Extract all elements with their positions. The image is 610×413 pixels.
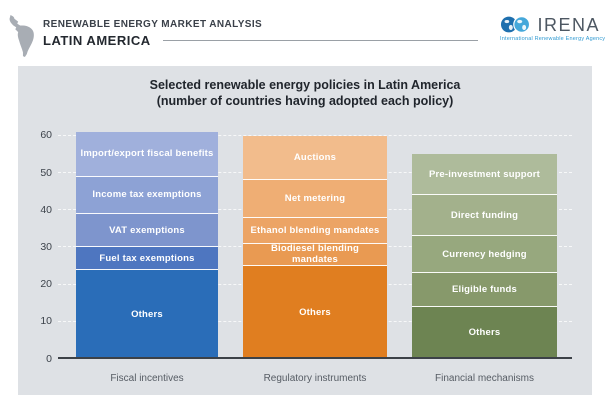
segment-direct-funding-financial-mechanisms: Direct funding	[412, 195, 557, 237]
segment-label: Others	[131, 308, 163, 320]
segment-label: Direct funding	[450, 209, 519, 221]
y-axis: 0 10 20 30 40 50 60	[24, 126, 52, 363]
x-axis-line	[58, 357, 572, 359]
segment-label: Others	[299, 307, 331, 318]
report-series-title: RENEWABLE ENERGY MARKET ANALYSIS	[43, 19, 263, 30]
segment-label: Eligible funds	[451, 284, 518, 296]
segment-label: Pre-investment support	[428, 168, 541, 180]
segment-fuel-tax-exemptions-fiscal-incentives: Fuel tax exemptions	[76, 247, 218, 270]
irena-tagline: International Renewable Energy Agency	[500, 36, 606, 42]
segment-biodiesel-blending-mandates-regulatory-instruments: Biodiesel blending mandates	[243, 243, 387, 266]
segment-income-tax-exemptions-fiscal-incentives: Income tax exemptions	[76, 176, 218, 214]
segment-label: Import/export fiscal benefits	[80, 148, 214, 160]
segment-label: Fuel tax exemptions	[99, 252, 195, 264]
segment-label: Ethanol blending mandates	[250, 224, 380, 236]
bar-regulatory-instruments: Auctions Net metering Ethanol blending man…	[243, 135, 387, 359]
segment-net-metering-regulatory-instruments: Net metering	[243, 180, 387, 218]
irena-globes-icon	[500, 16, 531, 33]
segment-label: Currency hedging	[442, 248, 527, 260]
y-tick-label-20: 20	[40, 278, 52, 291]
category-label-fiscal-incentives: Fiscal incentives	[110, 373, 184, 384]
report-region-title: LATIN AMERICA	[43, 33, 151, 48]
bar-financial-mechanisms: Pre-investment support Direct funding Curr…	[412, 154, 557, 359]
y-tick-label-40: 40	[40, 203, 52, 216]
chart-subtitle: (number of countries having adopted each…	[156, 94, 454, 109]
chart-title: Selected renewable energy policies in La…	[149, 78, 461, 92]
plot-area: Import/export fiscal benefits Income tax …	[58, 126, 572, 384]
irena-wordmark: IRENA	[537, 14, 600, 35]
y-tick-label-10: 10	[40, 315, 52, 328]
report-header: RENEWABLE ENERGY MARKET ANALYSIS LATIN A…	[43, 19, 478, 48]
segment-label: Biodiesel blending mandates	[270, 243, 360, 266]
segment-others-regulatory-instruments: Others	[243, 266, 387, 359]
category-label-regulatory-instruments: Regulatory instruments	[263, 373, 367, 384]
category-label-financial-mechanisms: Financial mechanisms	[435, 373, 534, 384]
segment-vat-exemptions-fiscal-incentives: VAT exemptions	[76, 213, 218, 248]
y-tick-label-50: 50	[40, 166, 52, 179]
segment-eligible-funds-financial-mechanisms: Eligible funds	[412, 273, 557, 307]
segment-auctions-regulatory-instruments: Auctions	[243, 135, 387, 181]
segment-others-fiscal-incentives: Others	[76, 269, 218, 359]
gridline-60	[58, 134, 572, 136]
latin-america-map-icon	[9, 14, 34, 58]
header-divider-line	[162, 39, 478, 42]
segment-label: VAT exemptions	[109, 224, 185, 236]
segment-label: Auctions	[293, 152, 337, 164]
bar-fiscal-incentives: Import/export fiscal benefits Income tax …	[76, 132, 218, 359]
y-tick-label-30: 30	[40, 240, 52, 253]
segment-label: Net metering	[284, 193, 346, 205]
y-tick-label-60: 60	[40, 129, 52, 142]
segment-label: Income tax exemptions	[92, 189, 202, 201]
segment-currency-hedging-financial-mechanisms: Currency hedging	[412, 236, 557, 274]
segment-label: Others	[468, 327, 501, 339]
irena-logo: IRENA International Renewable Energy Age…	[500, 14, 606, 43]
segment-import-export-fiscal-benefits-fiscal-incentives: Import/export fiscal benefits	[76, 132, 218, 177]
segment-others-financial-mechanisms: Others	[412, 306, 557, 359]
chart-panel: Selected renewable energy policies in La…	[18, 66, 592, 395]
y-tick-label-0: 0	[46, 352, 52, 365]
segment-ethanol-blending-mandates-regulatory-instruments: Ethanol blending mandates	[243, 217, 387, 244]
segment-pre-investment-support-financial-mechanisms: Pre-investment support	[412, 154, 557, 196]
